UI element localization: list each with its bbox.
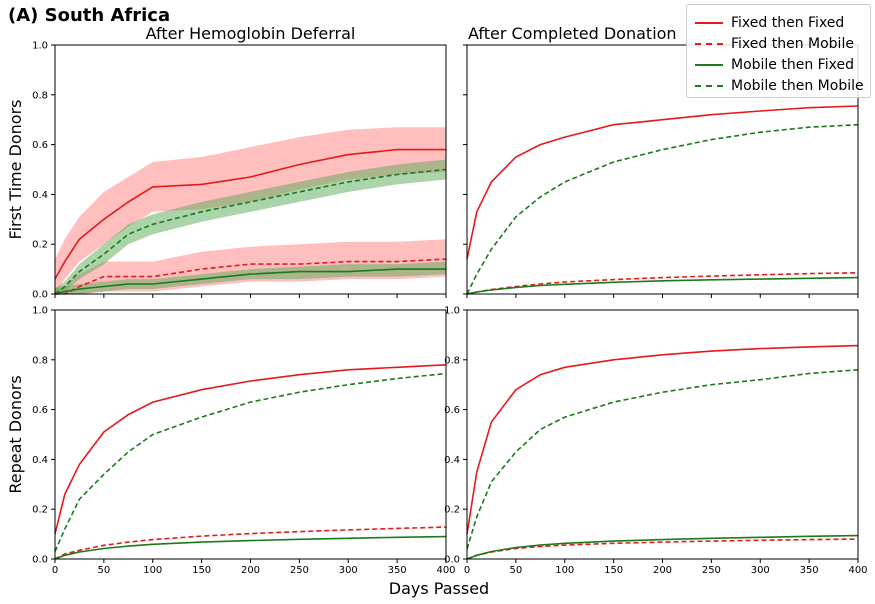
- y-tick-label: 0.8: [32, 90, 48, 101]
- panel-title: After Completed Donation: [468, 24, 677, 43]
- series-line-2: [466, 538, 859, 560]
- y-tick-label: 0.0: [32, 555, 48, 566]
- series-line-1: [466, 344, 859, 535]
- series-line-4: [466, 123, 859, 295]
- y-tick-label: 0.0: [32, 290, 48, 301]
- series-line-1: [54, 148, 446, 280]
- legend-swatch: [695, 64, 723, 66]
- series-line-4: [54, 372, 447, 552]
- series-line-2: [54, 526, 447, 560]
- x-tick-label: 250: [702, 565, 721, 576]
- x-tick-label: 350: [800, 565, 819, 576]
- y-tick-label: 0.8: [32, 355, 48, 366]
- x-tick-label: 250: [290, 565, 309, 576]
- legend-label: Fixed then Fixed: [731, 15, 845, 31]
- legend-label: Mobile then Mobile: [731, 78, 864, 94]
- x-tick-label: 400: [848, 565, 867, 576]
- series-line-3: [466, 534, 859, 560]
- y-axis-label: First Time Donors: [6, 100, 25, 240]
- y-tick-label: 1.0: [32, 306, 48, 317]
- series-line-4: [54, 168, 447, 295]
- x-tick-label: 150: [192, 565, 211, 576]
- x-tick-label: 50: [510, 565, 523, 576]
- y-tick-label: 0.8: [444, 355, 460, 366]
- x-tick-label: 300: [751, 565, 770, 576]
- y-tick-label: 0.4: [32, 190, 48, 201]
- x-axis-label: Days Passed: [389, 579, 489, 598]
- ci-band-3: [55, 261, 446, 294]
- x-tick-label: 400: [436, 565, 455, 576]
- legend-item-mobile-mobile: Mobile then Mobile: [695, 76, 864, 96]
- y-tick-label: 0.6: [32, 140, 48, 151]
- series-line-1: [466, 105, 859, 260]
- legend-label: Mobile then Fixed: [731, 57, 854, 73]
- x-tick-label: 200: [241, 565, 260, 576]
- x-tick-label: 0: [52, 565, 58, 576]
- legend-swatch: [695, 43, 723, 45]
- legend-item-fixed-mobile: Fixed then Mobile: [695, 34, 854, 54]
- y-tick-label: 0.2: [32, 240, 48, 251]
- series-line-2: [466, 272, 859, 295]
- series-line-1: [54, 364, 447, 535]
- chart-panel-3: 0 50 100 150 200 250 300 350 400 0.0 0.2 0.4 0.6 0.8 1…: [6, 306, 456, 577]
- legend-swatch: [695, 85, 723, 87]
- y-tick-label: 0.2: [32, 505, 48, 516]
- y-axis-label: Repeat Donors: [6, 375, 25, 493]
- legend-item-fixed-fixed: Fixed then Fixed: [695, 13, 844, 33]
- series-line-3: [54, 268, 446, 295]
- series-line-2: [55, 258, 447, 295]
- y-tick-label: 0.2: [444, 505, 460, 516]
- figure-title: (A) South Africa: [8, 5, 171, 26]
- y-tick-label: 1.0: [32, 41, 48, 52]
- ci-band-1: [55, 127, 446, 294]
- y-tick-label: 1.0: [444, 306, 460, 317]
- x-tick-label: 100: [143, 565, 162, 576]
- chart-panel-2: After Completed Donation: [463, 24, 859, 298]
- y-tick-label: 0.6: [32, 405, 48, 416]
- series-line-3: [466, 276, 859, 295]
- y-tick-label: 0.0: [444, 555, 460, 566]
- legend-swatch: [695, 22, 723, 24]
- x-tick-label: 0: [464, 565, 470, 576]
- x-tick-label: 300: [339, 565, 358, 576]
- x-tick-label: 150: [604, 565, 623, 576]
- x-tick-label: 100: [555, 565, 574, 576]
- chart-legend: Fixed then Fixed Fixed then Mobile Mobil…: [686, 4, 871, 98]
- y-tick-label: 0.6: [444, 405, 460, 416]
- panel-title: After Hemoglobin Deferral: [146, 24, 356, 43]
- x-tick-label: 50: [98, 565, 111, 576]
- y-tick-label: 0.4: [32, 455, 48, 466]
- chart-panel-4: 0 50 100 150 200 250 300 350 400 0.0 0.2 0.4 0.6 0.8 1…: [444, 306, 867, 577]
- legend-item-mobile-fixed: Mobile then Fixed: [695, 55, 854, 75]
- series-line-3: [54, 535, 447, 560]
- legend-label: Fixed then Mobile: [731, 36, 854, 52]
- y-tick-label: 0.4: [444, 455, 460, 466]
- x-tick-label: 200: [653, 565, 672, 576]
- series-line-4: [466, 369, 859, 550]
- x-tick-label: 350: [388, 565, 407, 576]
- axes-frame: [54, 309, 447, 560]
- chart-panel-1: 0.0 0.2 0.4 0.6 0.8 1.0 After Hemoglobin Defer…: [6, 24, 447, 301]
